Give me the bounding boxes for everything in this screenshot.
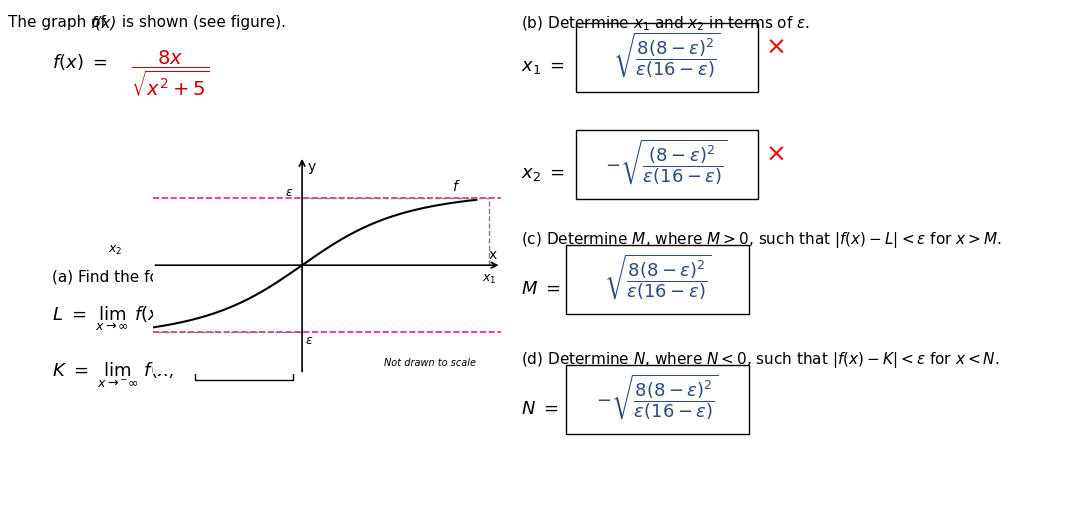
FancyBboxPatch shape [576,23,758,92]
Text: $f(x)\ =$: $f(x)\ =$ [51,52,107,72]
Text: $-\sqrt{\dfrac{8(8-\varepsilon)^2}{\varepsilon(16-\varepsilon)}}$: $-\sqrt{\dfrac{8(8-\varepsilon)^2}{\vare… [596,373,719,422]
Text: $\sqrt{\dfrac{8(8-\varepsilon)^2}{\varepsilon(16-\varepsilon)}}$: $\sqrt{\dfrac{8(8-\varepsilon)^2}{\varep… [613,31,720,80]
Text: $x_2\ =$: $x_2\ =$ [521,165,566,183]
FancyBboxPatch shape [567,245,749,314]
Text: f(x): f(x) [92,15,118,30]
FancyBboxPatch shape [576,130,758,199]
Text: $x_1$: $x_1$ [482,273,497,286]
Text: 8: 8 [238,297,251,317]
Text: $x_1\ =$: $x_1\ =$ [521,58,566,76]
Text: (b) Determine $x_1$ and $x_2$ in terms of $\varepsilon$.: (b) Determine $x_1$ and $x_2$ in terms o… [521,15,810,33]
Text: $\dfrac{8x}{\sqrt{x^2+5}}$: $\dfrac{8x}{\sqrt{x^2+5}}$ [132,48,210,98]
Text: $\times$: $\times$ [765,142,785,166]
FancyBboxPatch shape [195,291,293,327]
Text: $\varepsilon$: $\varepsilon$ [284,186,293,199]
Text: The graph of: The graph of [8,15,110,30]
Text: (a) Find the following limits.: (a) Find the following limits. [51,270,264,285]
Text: $M\ =$: $M\ =$ [521,280,561,298]
Text: f: f [451,180,457,194]
Text: $L\ =\ \lim_{x\,\to\,\infty}\ f(x)\ =$: $L\ =\ \lim_{x\,\to\,\infty}\ f(x)\ =$ [51,305,186,333]
FancyBboxPatch shape [195,344,293,380]
Text: (c) Determine $M$, where $M>0$, such that $|f(x)-L|<\varepsilon$ for $x>M$.: (c) Determine $M$, where $M>0$, such tha… [521,230,1002,250]
Text: $x_2$: $x_2$ [108,244,122,257]
Text: $-\sqrt{\dfrac{(8-\varepsilon)^2}{\varepsilon(16-\varepsilon)}}$: $-\sqrt{\dfrac{(8-\varepsilon)^2}{\varep… [605,138,728,187]
Text: x: x [488,248,496,262]
Text: is shown (see figure).: is shown (see figure). [118,15,287,30]
Text: y: y [307,160,315,174]
Text: $N\ =$: $N\ =$ [521,400,559,418]
Text: $K\ =\ \lim_{x\,\to\,^{-}\!\infty}\ f(x)\ =$: $K\ =\ \lim_{x\,\to\,^{-}\!\infty}\ f(x)… [51,360,199,389]
Text: $\sqrt{\dfrac{8(8-\varepsilon)^2}{\varepsilon(16-\varepsilon)}}$: $\sqrt{\dfrac{8(8-\varepsilon)^2}{\varep… [604,253,712,302]
Text: Not drawn to scale: Not drawn to scale [385,358,476,368]
Text: $\varepsilon$: $\varepsilon$ [304,334,313,347]
Text: (d) Determine $N$, where $N<0$, such that $|f(x)-K|<\varepsilon$ for $x<N$.: (d) Determine $N$, where $N<0$, such tha… [521,350,1000,370]
FancyBboxPatch shape [567,365,749,434]
Text: $-8$: $-8$ [229,350,259,370]
Text: $\times$: $\times$ [765,35,785,59]
